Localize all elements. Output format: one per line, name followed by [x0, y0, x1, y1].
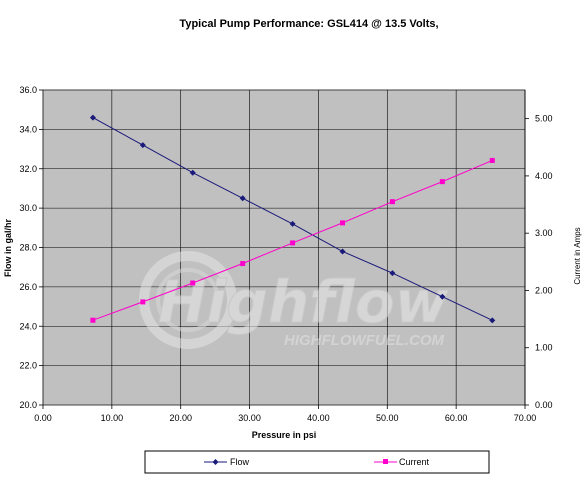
left-axis-ticks: 20.0 22.0 24.0 26.0 28.0 30.0 32.0 34.0 36.0 [19, 85, 43, 410]
watermark-logo-text: Highflow [158, 268, 449, 336]
current-point [90, 317, 96, 323]
current-point [140, 299, 146, 305]
left-axis-title: Flow in gal/hr [3, 219, 13, 277]
left-tick-label: 28.0 [19, 243, 37, 253]
legend: Flow Current [144, 450, 490, 474]
left-tick-label: 30.0 [19, 203, 37, 213]
current-point [290, 240, 296, 246]
x-axis-title: Pressure in psi [252, 430, 317, 440]
left-tick-label: 24.0 [19, 321, 37, 331]
flow-point [339, 248, 346, 255]
x-axis-ticks: 0.00 10.00 20.00 30.00 40.00 50.00 60.00 70.00 [34, 405, 536, 423]
x-tick-label: 20.00 [169, 413, 192, 423]
x-tick-label: 60.00 [445, 413, 468, 423]
right-tick-label: 0.00 [535, 400, 553, 410]
right-tick-label: 4.00 [535, 171, 553, 181]
right-tick-label: 2.00 [535, 285, 553, 295]
x-tick-label: 40.00 [307, 413, 330, 423]
flow-point [389, 270, 396, 277]
chart-title: Typical Pump Performance: GSL414 @ 13.5 … [179, 18, 438, 30]
gridlines [42, 89, 526, 406]
current-point [340, 220, 346, 226]
left-tick-label: 36.0 [19, 85, 37, 95]
left-tick-label: 32.0 [19, 164, 37, 174]
legend-flow-marker [212, 459, 219, 465]
right-axis-ticks: 0.00 1.00 2.00 3.00 4.00 5.00 [524, 90, 553, 410]
current-point [489, 157, 495, 163]
x-tick-label: 30.00 [238, 413, 261, 423]
flow-point [139, 142, 146, 149]
legend-current-label: Current [399, 457, 430, 467]
right-axis-title: Current in Amps [573, 227, 582, 284]
x-tick-label: 50.00 [376, 413, 399, 423]
flow-point [439, 293, 446, 300]
left-tick-label: 22.0 [19, 361, 37, 371]
current-point [240, 261, 246, 267]
series-layer [89, 114, 496, 324]
right-tick-label: 5.00 [535, 114, 553, 124]
legend-flow-label: Flow [230, 457, 250, 467]
right-tick-label: 1.00 [535, 343, 553, 353]
flow-point [289, 220, 296, 227]
flow-point [89, 114, 96, 121]
x-tick-label: 70.00 [514, 413, 537, 423]
highflow-watermark: Highflow HIGHFLOWFUEL.COM [139, 251, 449, 349]
legend-current-marker [383, 459, 388, 464]
left-tick-label: 26.0 [19, 282, 37, 292]
right-tick-label: 3.00 [535, 228, 553, 238]
flow-point [489, 317, 496, 324]
legend-box [144, 450, 490, 474]
watermark-url: HIGHFLOWFUEL.COM [284, 332, 444, 349]
current-point [389, 199, 395, 205]
left-tick-label: 34.0 [19, 124, 37, 134]
x-tick-label: 0.00 [34, 413, 52, 423]
flow-point [189, 169, 196, 176]
current-point [190, 280, 196, 286]
current-point [439, 179, 445, 185]
left-tick-label: 20.0 [19, 400, 37, 410]
x-tick-label: 10.00 [101, 413, 124, 423]
flow-point [239, 195, 246, 202]
